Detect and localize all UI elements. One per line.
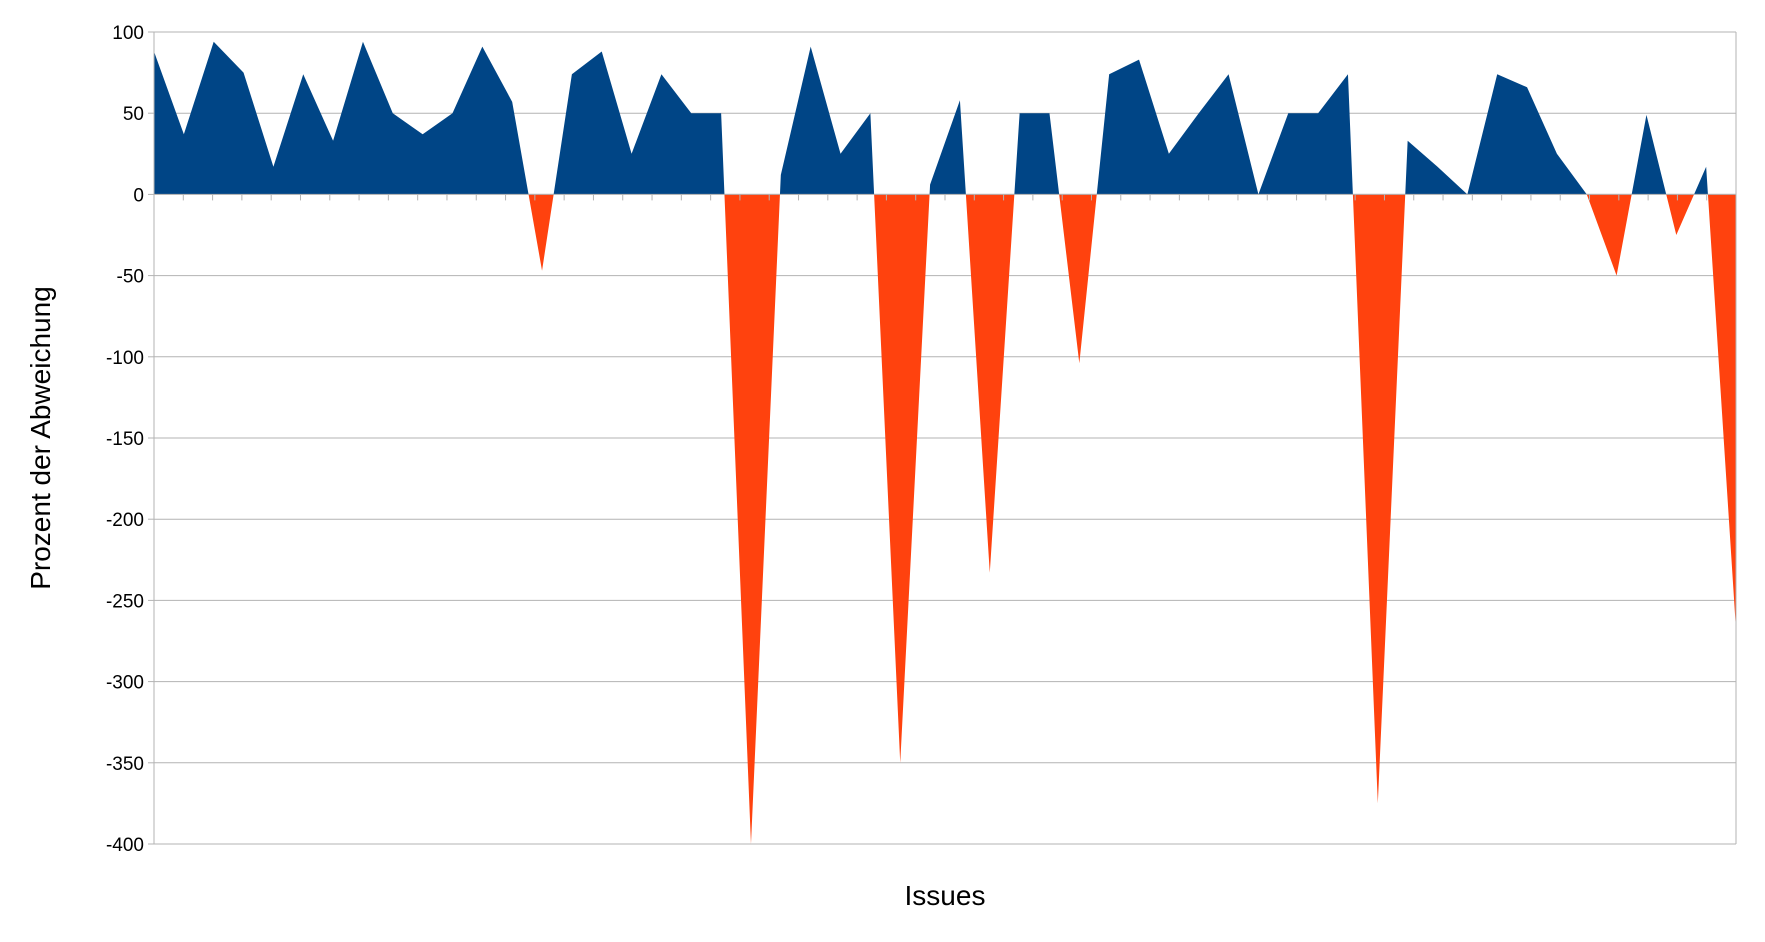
data-point [1108, 73, 1110, 75]
data-point [213, 41, 215, 43]
data-point [750, 843, 752, 845]
data-point [601, 50, 603, 52]
data-point [840, 153, 842, 155]
data-point [1705, 166, 1707, 168]
data-point [392, 112, 394, 114]
data-point [660, 73, 662, 75]
data-point [989, 572, 991, 574]
x-axis-title: Issues [905, 880, 986, 911]
data-point [899, 762, 901, 764]
data-point [1407, 140, 1409, 142]
data-point [631, 153, 633, 155]
data-point [1437, 166, 1439, 168]
data-point [1496, 73, 1498, 75]
data-point [1526, 86, 1528, 88]
y-tick-label: -300 [106, 673, 144, 694]
y-tick-label: -350 [106, 754, 144, 775]
data-point [422, 133, 424, 135]
y-tick-label: -400 [106, 835, 144, 856]
data-point [243, 72, 245, 74]
data-point [1228, 73, 1230, 75]
data-point [1556, 153, 1558, 155]
data-point [302, 73, 304, 75]
data-point [272, 166, 274, 168]
positive-area [154, 41, 1736, 195]
data-point [332, 140, 334, 142]
data-point [780, 174, 782, 176]
data-point [1078, 362, 1080, 364]
data-point [1317, 112, 1319, 114]
y-tick-label: 50 [123, 104, 144, 125]
data-point [541, 270, 543, 272]
data-point [1048, 112, 1050, 114]
data-point [183, 133, 185, 135]
data-point [511, 101, 513, 103]
tick-labels: 100 50 0 -50 -100 -150 -200 -250 -300 -350 -400 [106, 23, 144, 856]
data-point [362, 41, 364, 43]
data-point [1019, 112, 1021, 114]
data-point [1287, 112, 1289, 114]
data-point [929, 184, 931, 186]
data-point [481, 46, 483, 48]
y-tick-label: -150 [106, 429, 144, 450]
data-point [869, 112, 871, 114]
data-point [451, 112, 453, 114]
y-tick-label: -50 [117, 267, 144, 288]
data-point [1138, 59, 1140, 61]
y-tick-label: -200 [106, 510, 144, 531]
data-point [959, 99, 961, 101]
data-point [810, 46, 812, 48]
data-point [1377, 802, 1379, 804]
y-tick-label: -100 [106, 348, 144, 369]
data-point [1675, 234, 1677, 236]
data-point [571, 73, 573, 75]
data-point [1347, 73, 1349, 75]
data-point [1645, 114, 1647, 116]
y-tick-label: 100 [112, 23, 144, 44]
data-point [690, 112, 692, 114]
y-axis-title: Prozent der Abweichung [25, 286, 56, 590]
data-point [1198, 112, 1200, 114]
data-point [1168, 153, 1170, 155]
data-point [1616, 275, 1618, 277]
y-tick-label: -250 [106, 591, 144, 612]
data-point [720, 112, 722, 114]
axes [148, 31, 1737, 845]
area-series [154, 41, 1736, 845]
y-tick-label: 0 [133, 185, 144, 206]
